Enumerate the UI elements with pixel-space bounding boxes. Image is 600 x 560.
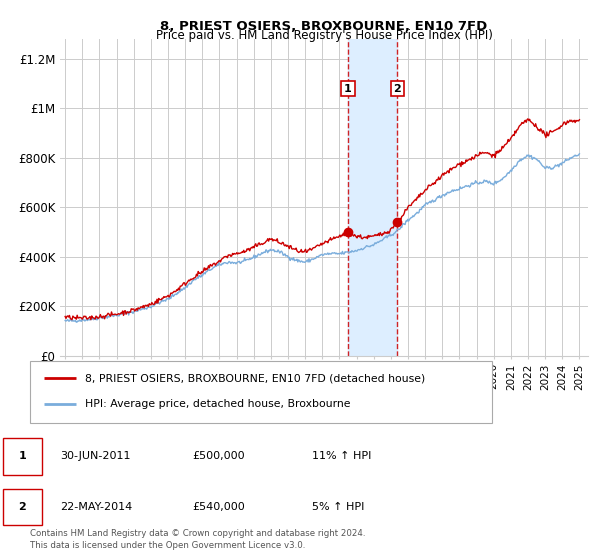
Text: 11% ↑ HPI: 11% ↑ HPI (312, 451, 371, 461)
Text: 30-JUN-2011: 30-JUN-2011 (60, 451, 131, 461)
Text: 1: 1 (19, 451, 26, 461)
Text: Price paid vs. HM Land Registry's House Price Index (HPI): Price paid vs. HM Land Registry's House … (155, 29, 493, 42)
Text: £500,000: £500,000 (192, 451, 245, 461)
Bar (348, 39, 397, 356)
Text: 22-MAY-2014: 22-MAY-2014 (60, 502, 132, 512)
Text: 8, PRIEST OSIERS, BROXBOURNE, EN10 7FD (detached house): 8, PRIEST OSIERS, BROXBOURNE, EN10 7FD (… (85, 374, 425, 384)
Text: 2: 2 (394, 83, 401, 94)
Text: 1: 1 (344, 83, 352, 94)
Text: 2: 2 (19, 502, 26, 512)
Text: 8, PRIEST OSIERS, BROXBOURNE, EN10 7FD: 8, PRIEST OSIERS, BROXBOURNE, EN10 7FD (160, 20, 488, 32)
Text: £540,000: £540,000 (192, 502, 245, 512)
Text: Contains HM Land Registry data © Crown copyright and database right 2024.: Contains HM Land Registry data © Crown c… (30, 529, 365, 538)
Text: This data is licensed under the Open Government Licence v3.0.: This data is licensed under the Open Gov… (30, 542, 305, 550)
FancyBboxPatch shape (30, 361, 492, 423)
Text: 5% ↑ HPI: 5% ↑ HPI (312, 502, 364, 512)
Text: HPI: Average price, detached house, Broxbourne: HPI: Average price, detached house, Brox… (85, 399, 351, 409)
